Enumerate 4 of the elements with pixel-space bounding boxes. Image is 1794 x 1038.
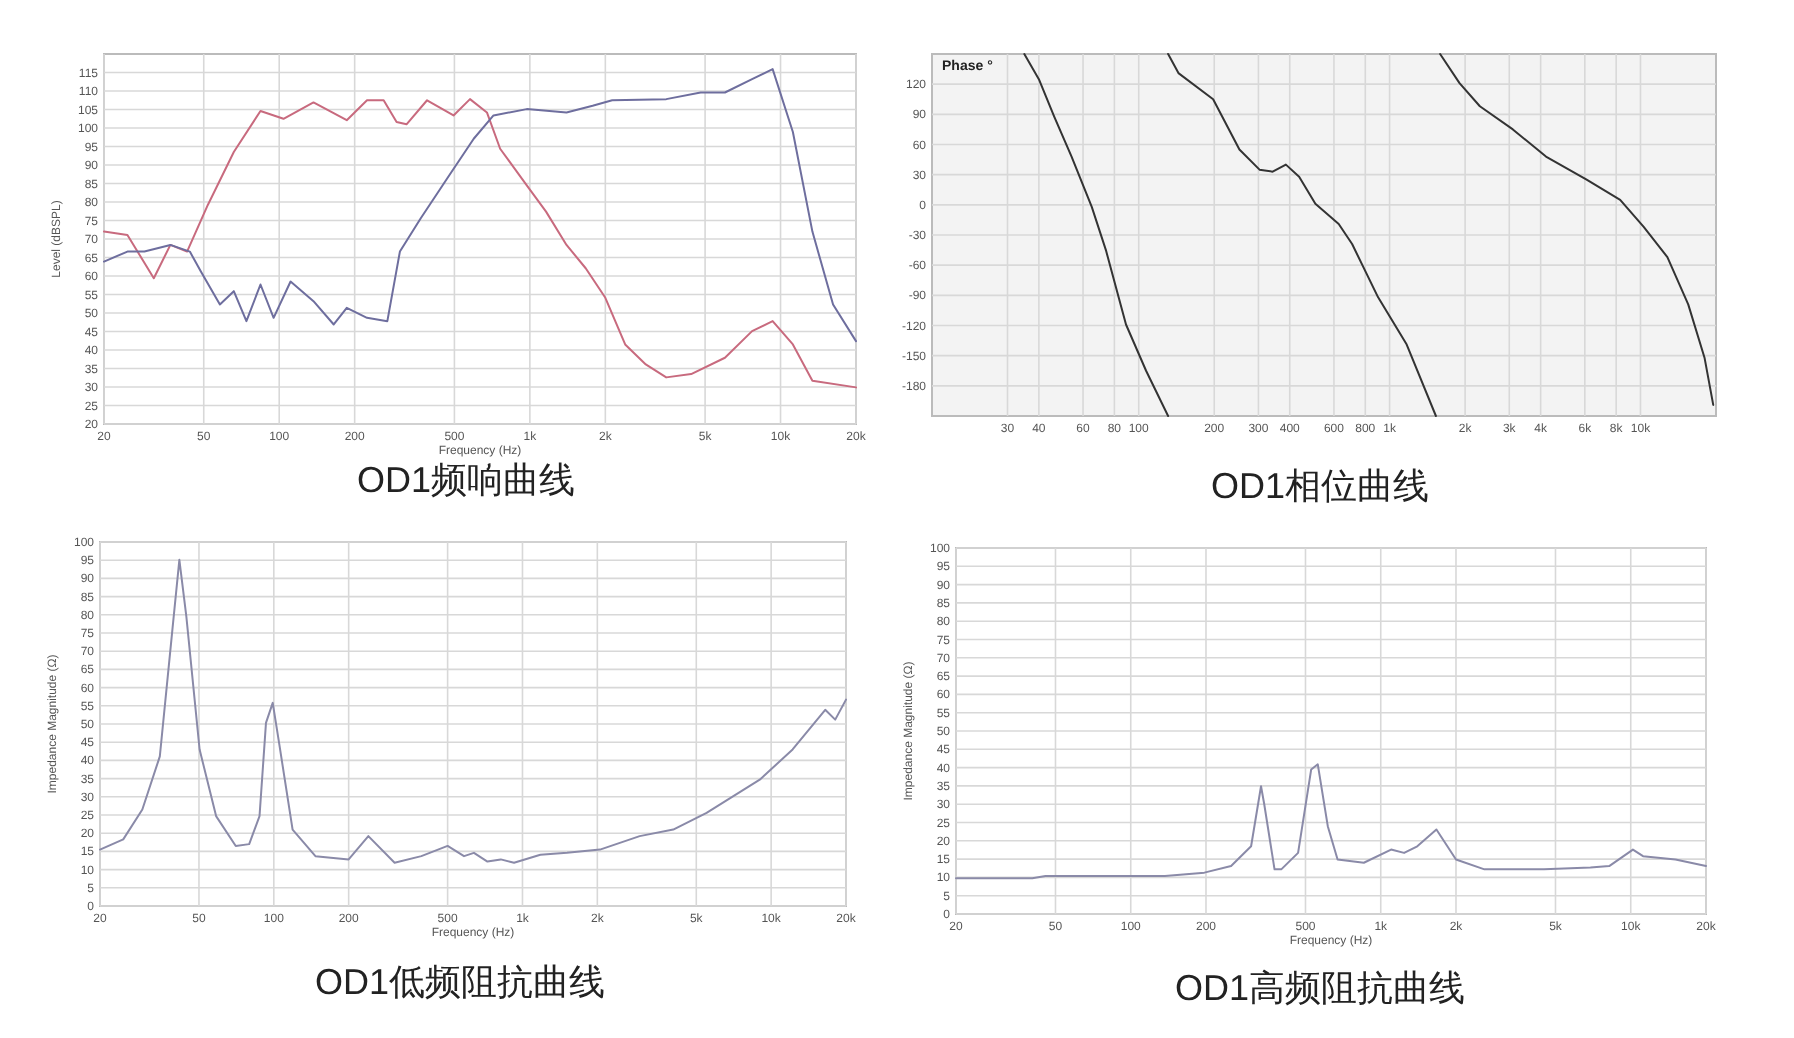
text: OD1相位曲线	[1210, 466, 1430, 506]
text: OD1低频阻抗曲线	[314, 962, 606, 1002]
text: OD1频响曲线	[356, 460, 576, 500]
text: OD1高频阻抗曲线	[1174, 968, 1466, 1008]
